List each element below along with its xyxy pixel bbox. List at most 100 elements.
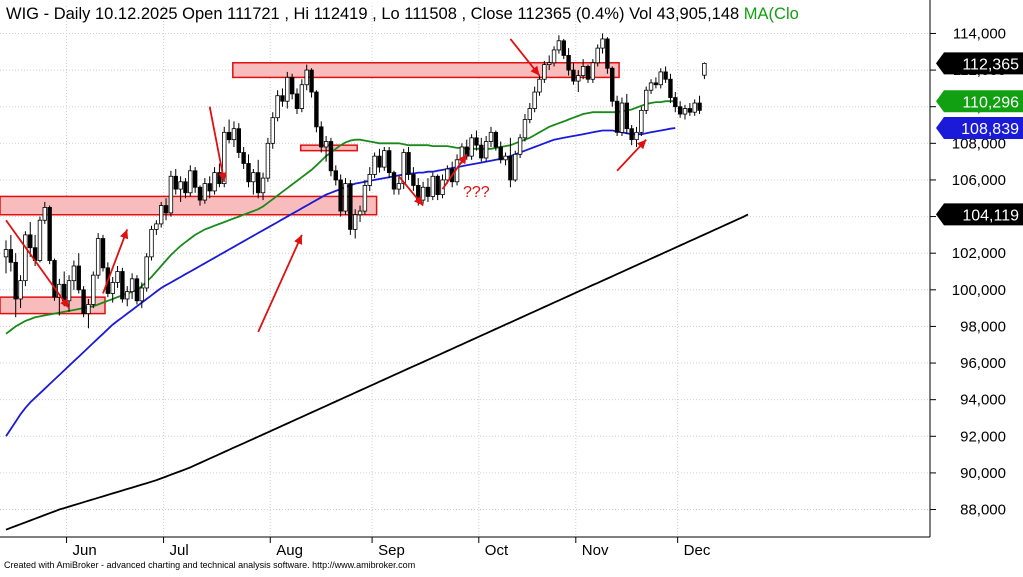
candle-body xyxy=(580,66,586,76)
candle-body xyxy=(595,47,600,64)
candle-body xyxy=(144,256,149,289)
arrow-layer xyxy=(5,38,647,333)
candle-body xyxy=(309,69,314,93)
candle-body xyxy=(134,278,140,302)
x-month-label: Oct xyxy=(485,542,509,559)
candle-body xyxy=(445,168,450,181)
candle-body xyxy=(285,77,290,102)
candle-body xyxy=(115,271,120,283)
y-tick-label: 92,000 xyxy=(960,428,1006,445)
trend-arrow-head xyxy=(414,195,424,206)
candle-body xyxy=(605,38,610,69)
candle-body xyxy=(377,155,382,168)
trend-arrow-head xyxy=(530,65,540,76)
price-tag-label: 112,365 xyxy=(962,56,1019,73)
candle-body xyxy=(149,228,154,258)
title-volume: 43,905,148 xyxy=(657,5,740,23)
candle-body xyxy=(275,95,280,119)
x-month-label: Nov xyxy=(582,542,609,559)
candle-body xyxy=(401,152,406,185)
candle-body xyxy=(188,170,193,194)
candle-body xyxy=(280,95,285,102)
candle-body xyxy=(42,207,47,221)
candle-body xyxy=(319,126,324,148)
title-period: Daily xyxy=(54,5,91,23)
candle-body xyxy=(697,102,702,111)
candle-body xyxy=(163,205,169,214)
candle-body xyxy=(687,108,693,113)
candle-body xyxy=(52,260,57,298)
candle-body xyxy=(71,265,77,282)
candle-body xyxy=(47,207,52,261)
y-tick-label: 98,000 xyxy=(960,318,1006,335)
candle-layer xyxy=(3,33,707,329)
candle-body xyxy=(610,67,615,102)
candle-body xyxy=(571,69,576,82)
candle-body xyxy=(37,219,43,261)
candle-body xyxy=(304,69,309,86)
candle-body xyxy=(183,181,188,194)
candle-body xyxy=(197,186,203,201)
candle-body xyxy=(328,141,334,172)
title-close-label: Close xyxy=(471,5,513,23)
candle-body xyxy=(357,210,363,216)
y-tick-label: 100,000 xyxy=(952,282,1006,299)
price-tag-box xyxy=(936,203,1023,226)
candle-body xyxy=(382,150,387,168)
x-month-label: Jun xyxy=(73,542,97,559)
x-month-label: Aug xyxy=(276,542,303,559)
candle-body xyxy=(3,249,9,258)
candle-body xyxy=(527,108,532,120)
candle-body xyxy=(386,150,392,174)
price-tag-box xyxy=(936,90,1023,113)
candle-body xyxy=(639,109,644,133)
candle-body xyxy=(483,141,489,159)
candle-body xyxy=(551,49,557,64)
candle-body xyxy=(139,287,144,302)
candle-body xyxy=(469,137,474,157)
candle-body xyxy=(677,106,683,115)
price-tag-box xyxy=(936,116,1023,139)
title-high-label: Hi xyxy=(294,5,310,23)
x-month-label: Dec xyxy=(684,542,711,559)
candle-body xyxy=(668,78,673,98)
candle-body xyxy=(600,38,605,49)
x-month-label: Jul xyxy=(170,542,189,559)
candle-body xyxy=(547,62,552,65)
candle-body xyxy=(634,131,639,141)
title-close: 112365 xyxy=(517,5,571,23)
candle-body xyxy=(464,146,469,157)
title-low-label: Lo xyxy=(381,5,399,23)
candle-body xyxy=(682,108,688,115)
candle-body xyxy=(226,131,232,141)
candle-body xyxy=(561,40,566,56)
candle-body xyxy=(619,102,625,133)
candle-body xyxy=(396,183,402,190)
candle-body xyxy=(91,274,96,305)
candle-body xyxy=(352,214,358,230)
candle-body xyxy=(590,62,596,80)
candle-body xyxy=(18,280,23,300)
candle-body xyxy=(265,142,271,179)
candle-body xyxy=(488,131,494,142)
candle-body xyxy=(367,174,372,186)
y-tick-label: 114,000 xyxy=(953,25,1006,42)
resistance-zone xyxy=(0,195,378,216)
title-date: 10.12.2025 xyxy=(95,5,178,23)
trend-arrow-head xyxy=(294,234,303,245)
trend-arrow-shaft xyxy=(5,219,70,309)
candle-body xyxy=(95,238,101,276)
candle-body xyxy=(192,170,198,188)
trend-arrow-head xyxy=(636,139,647,150)
candle-body xyxy=(207,183,212,192)
y-tick-label: 88,000 xyxy=(960,502,1006,519)
title-open-label: Open xyxy=(182,5,222,23)
candle-body xyxy=(76,265,81,291)
candle-body xyxy=(333,170,338,181)
candle-body xyxy=(66,280,72,302)
candle-body xyxy=(425,186,431,197)
title-high: 112419 xyxy=(314,5,368,23)
candle-body xyxy=(614,100,620,133)
candle-body xyxy=(537,78,542,93)
candle-body xyxy=(231,128,237,141)
